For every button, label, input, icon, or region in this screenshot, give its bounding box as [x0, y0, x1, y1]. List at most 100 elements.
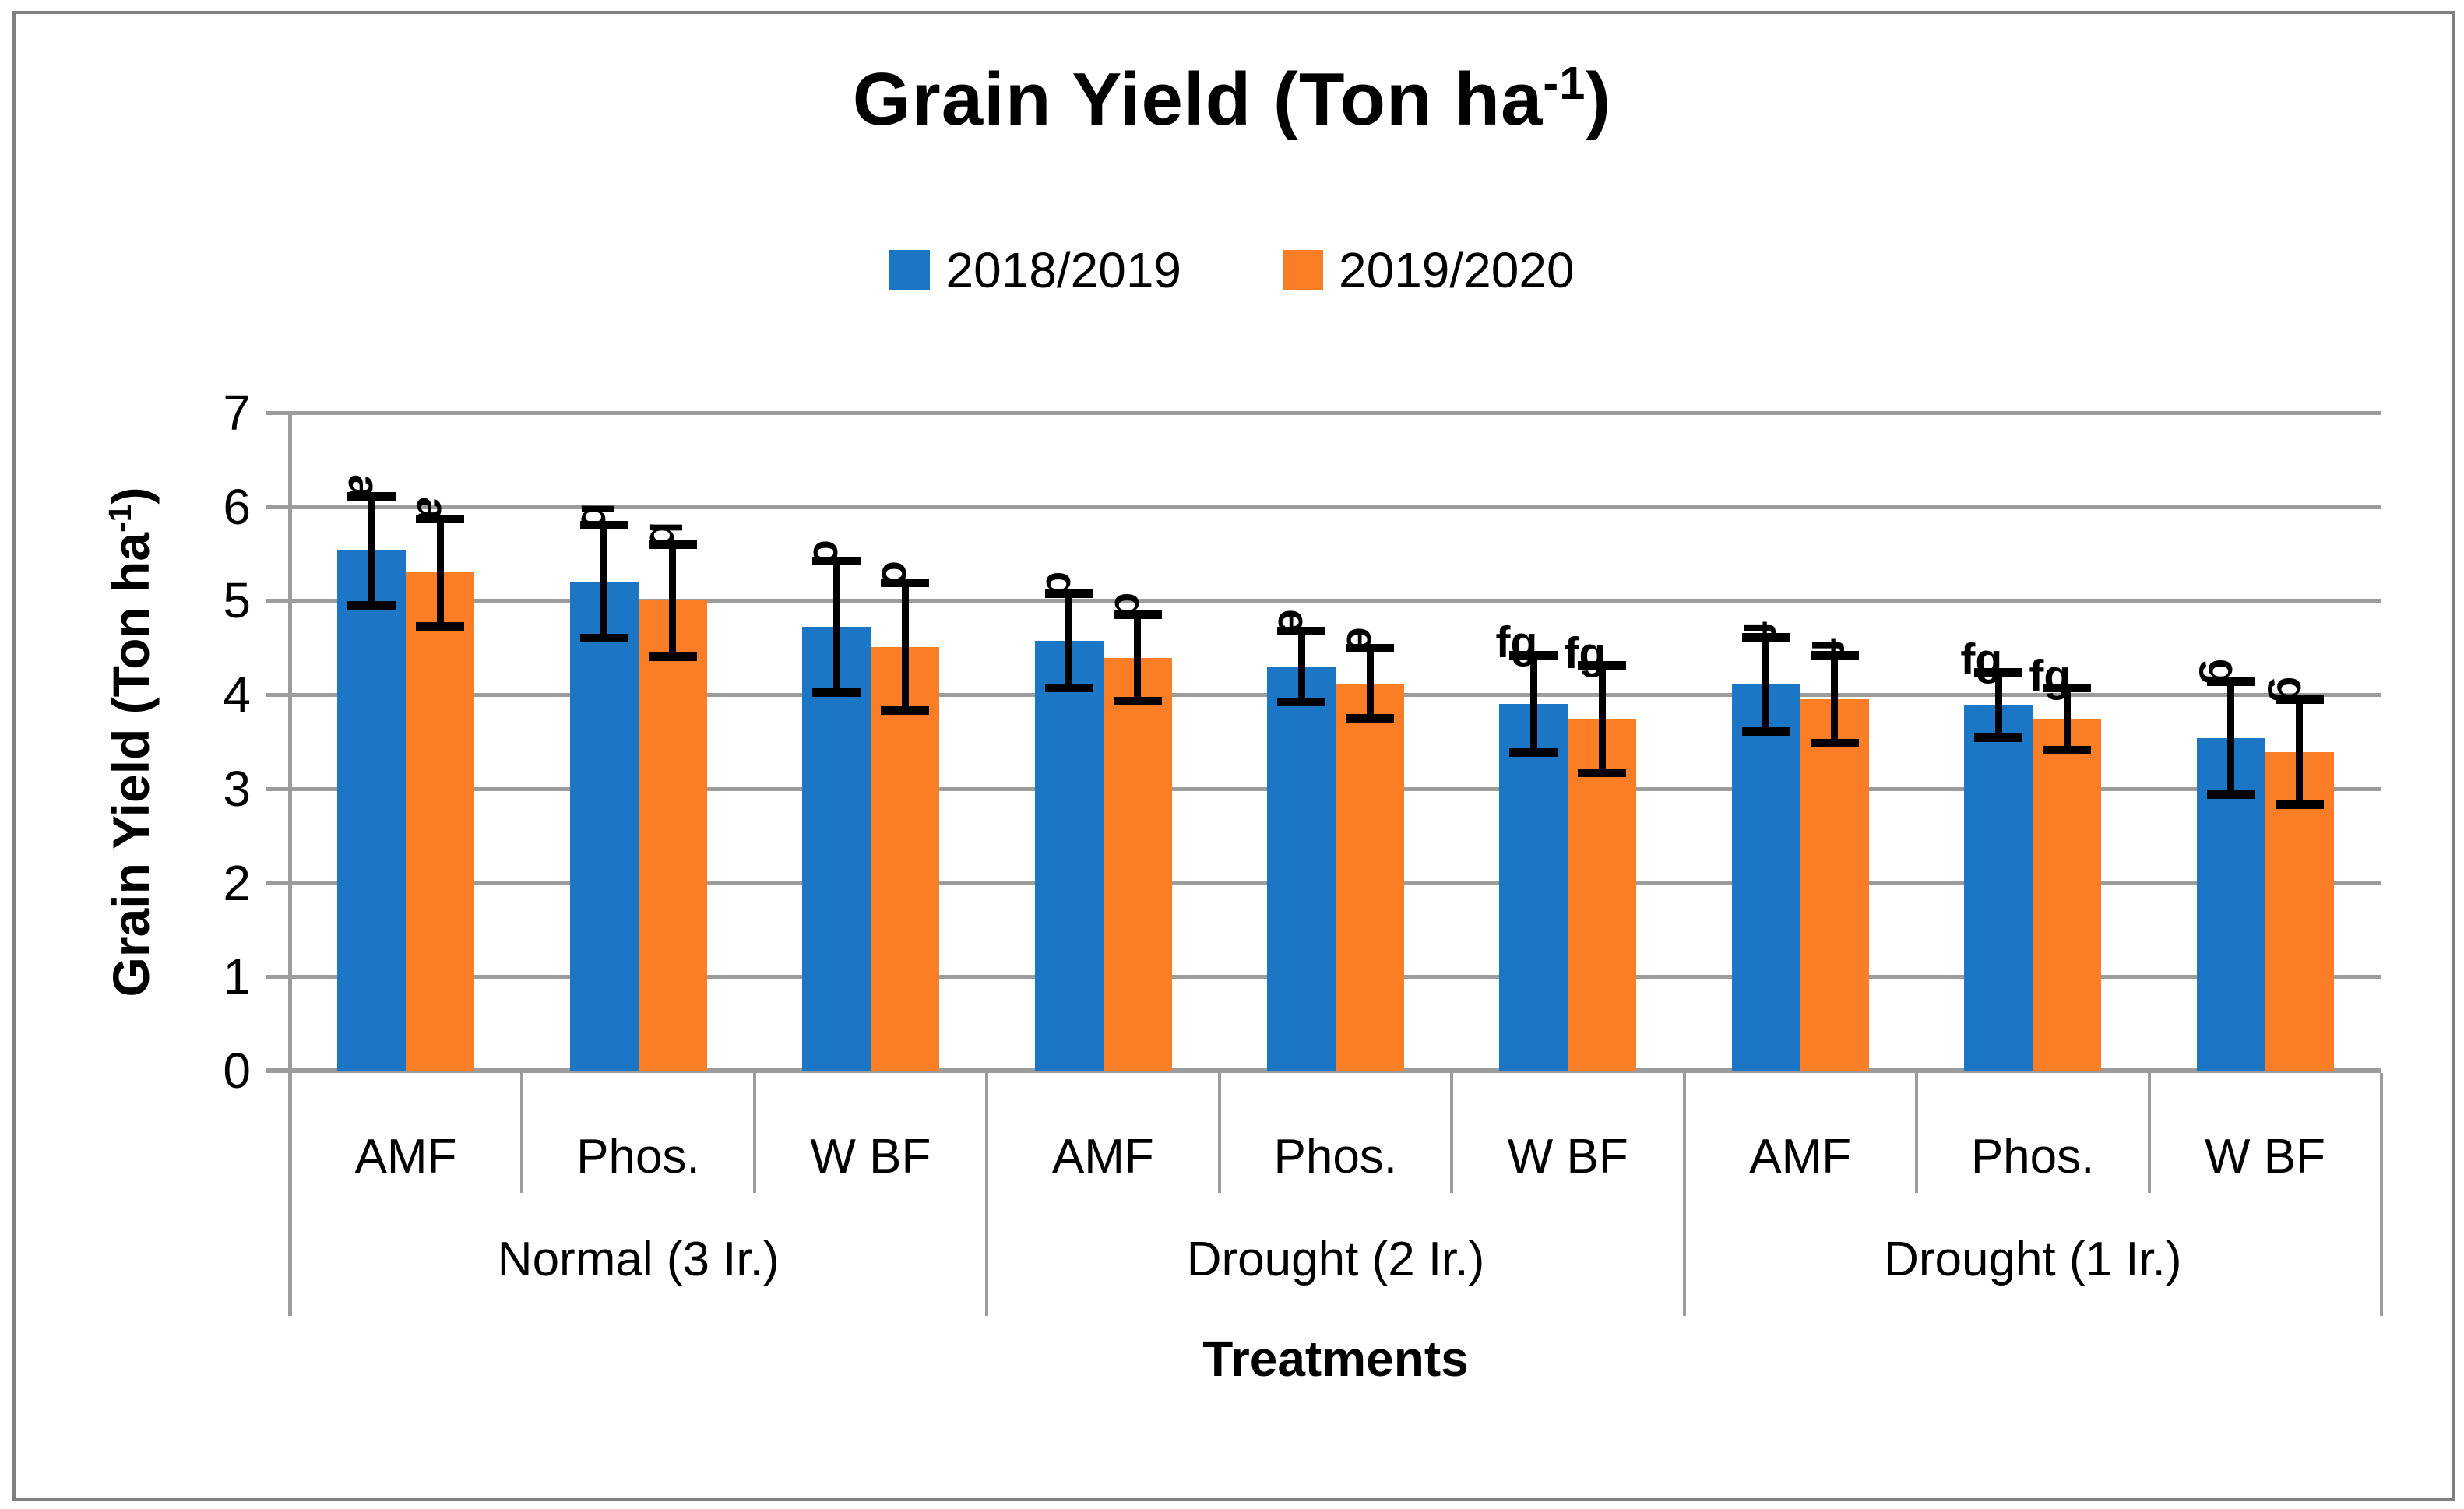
- error-cap-top-0-7: [1974, 667, 2023, 677]
- error-bar-1-3: [1134, 614, 1142, 702]
- y-tick-label-1: 1: [223, 948, 251, 1005]
- bar-2018/2019-AMF-6: [1731, 684, 1800, 1071]
- error-cap-bottom-1-4: [1346, 713, 1394, 723]
- treatment-divider-5: [1450, 1073, 1454, 1193]
- error-cap-top-1-1: [648, 540, 697, 549]
- significance-letter-1-3: d: [1104, 592, 1155, 619]
- error-cap-top-0-5: [1509, 650, 1558, 660]
- bar-2019/2020-Phos.-4: [1336, 683, 1404, 1071]
- error-cap-top-1-3: [1113, 610, 1162, 620]
- error-cap-top-0-3: [1044, 589, 1093, 599]
- error-cap-bottom-1-6: [1810, 739, 1859, 748]
- legend-item-2019-2020: 2019/2020: [1283, 241, 1575, 299]
- y-axis-line: [288, 413, 292, 1316]
- error-cap-top-0-0: [347, 491, 396, 501]
- bar-2019/2020-Phos.-7: [2033, 719, 2102, 1071]
- y-tick-7: [266, 411, 290, 415]
- y-tick-label-6: 6: [223, 478, 251, 535]
- error-bar-1-6: [1831, 655, 1839, 744]
- y-tick-label-0: 0: [223, 1043, 251, 1099]
- significance-letter-0-7: fg: [1960, 635, 2003, 685]
- error-cap-bottom-1-5: [1578, 768, 1627, 777]
- significance-letter-0-8: g: [2198, 658, 2248, 686]
- significance-letter-0-4: e: [1269, 609, 1318, 634]
- significance-letter-1-1: b: [639, 521, 690, 549]
- y-axis-title: Grain Yield (Ton ha-1): [102, 487, 160, 997]
- bar-2018/2019-W BF-2: [802, 627, 871, 1071]
- y-tick-label-4: 4: [223, 667, 251, 723]
- error-cap-top-0-8: [2206, 677, 2255, 686]
- legend-label: 2019/2020: [1339, 242, 1575, 298]
- significance-letter-0-0: a: [339, 474, 389, 500]
- significance-letter-1-4: e: [1337, 627, 1387, 652]
- x-group-label-2: Drought (1 Ir.): [1884, 1233, 2182, 1286]
- bar-2018/2019-AMF-3: [1034, 641, 1104, 1071]
- error-cap-bottom-0-4: [1277, 698, 1325, 707]
- x-category-label-8: W BF: [2205, 1130, 2326, 1184]
- x-category-label-4: Phos.: [1273, 1130, 1398, 1184]
- bar-2018/2019-W BF-5: [1499, 704, 1568, 1071]
- x-category-label-0: AMF: [354, 1130, 457, 1184]
- treatment-divider-2: [752, 1073, 756, 1193]
- error-bar-0-4: [1297, 631, 1305, 702]
- error-bar-0-7: [1994, 672, 2002, 738]
- chart-title: Grain Yield (Ton ha-1): [0, 56, 2464, 142]
- group-divider-9: [2380, 1073, 2383, 1316]
- x-category-label-5: W BF: [1507, 1130, 1628, 1184]
- significance-letter-0-6: f: [1733, 621, 1783, 635]
- x-category-label-6: AMF: [1749, 1130, 1852, 1184]
- x-axis-line: [266, 1068, 2381, 1073]
- error-cap-top-0-4: [1277, 626, 1325, 635]
- x-category-label-7: Phos.: [1970, 1130, 2095, 1184]
- error-cap-top-1-7: [2043, 684, 2092, 693]
- error-cap-bottom-0-0: [347, 600, 396, 610]
- x-category-label-3: AMF: [1051, 1130, 1154, 1184]
- x-axis-title: Treatments: [1202, 1331, 1469, 1387]
- group-divider-3: [985, 1073, 989, 1316]
- y-tick-0: [266, 1069, 290, 1073]
- error-cap-top-1-4: [1346, 644, 1394, 653]
- error-cap-top-0-2: [812, 557, 861, 566]
- error-cap-bottom-1-3: [1113, 697, 1162, 706]
- significance-letter-1-5: fg: [1564, 628, 1607, 678]
- error-bar-0-0: [368, 496, 375, 606]
- legend-swatch-blue: [889, 250, 931, 290]
- bar-2018/2019-Phos.-7: [1964, 705, 2033, 1071]
- chart-title-text: Grain Yield (Ton ha: [852, 58, 1544, 141]
- error-bar-1-2: [901, 582, 909, 711]
- group-divider-0: [288, 1073, 291, 1316]
- bar-2018/2019-Phos.-4: [1267, 666, 1336, 1071]
- y-tick-4: [266, 693, 290, 698]
- significance-letter-0-1: b: [571, 502, 621, 530]
- treatment-divider-8: [2147, 1073, 2151, 1193]
- gridline-y-5: [290, 599, 2381, 603]
- y-tick-2: [266, 881, 290, 885]
- significance-letter-1-0: a: [407, 497, 458, 522]
- bar-2019/2020-AMF-3: [1103, 658, 1172, 1071]
- error-bar-0-6: [1762, 637, 1770, 732]
- group-divider-6: [1682, 1073, 1686, 1316]
- significance-letter-1-6: f: [1801, 638, 1852, 653]
- significance-letter-0-5: fg: [1495, 617, 1538, 668]
- error-cap-bottom-0-6: [1741, 726, 1790, 736]
- x-group-label-1: Drought (2 Ir.): [1186, 1233, 1485, 1286]
- error-cap-top-1-5: [1578, 661, 1627, 670]
- significance-letter-1-8: g: [2266, 676, 2317, 704]
- significance-letter-0-2: c: [804, 539, 854, 565]
- y-tick-label-7: 7: [223, 385, 251, 441]
- y-tick-6: [266, 505, 290, 509]
- y-tick-3: [266, 786, 290, 791]
- bar-2019/2020-AMF-6: [1800, 699, 1869, 1071]
- error-cap-top-1-6: [1810, 650, 1859, 660]
- error-bar-1-7: [2063, 688, 2071, 751]
- legend-swatch-orange: [1283, 250, 1323, 290]
- error-cap-top-1-2: [881, 578, 930, 587]
- gridline-y-6: [290, 505, 2381, 509]
- treatment-divider-4: [1217, 1073, 1221, 1193]
- y-tick-label-2: 2: [223, 854, 251, 911]
- significance-letter-1-2: c: [872, 561, 923, 586]
- bar-2019/2020-W BF-2: [871, 646, 940, 1071]
- error-cap-bottom-0-5: [1509, 748, 1558, 758]
- bar-2018/2019-AMF-0: [337, 550, 407, 1071]
